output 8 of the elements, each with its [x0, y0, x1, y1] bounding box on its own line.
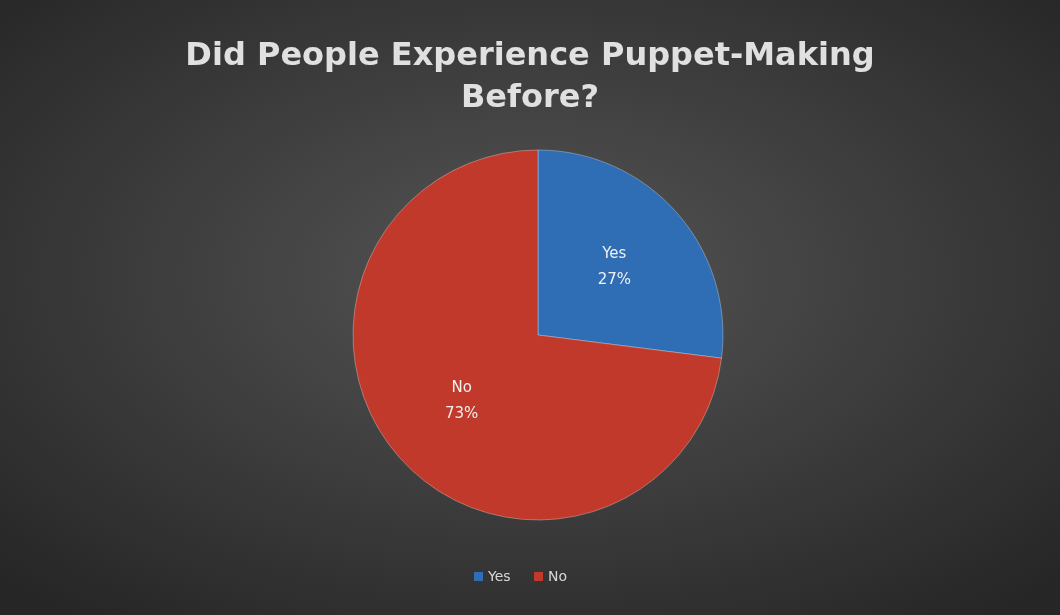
- slice-label: Yes: [601, 243, 627, 262]
- legend-label: Yes: [487, 568, 511, 584]
- data-label: 27%: [597, 269, 631, 288]
- pie-slice: [352, 149, 723, 521]
- slice-label: No: [548, 568, 568, 584]
- chart-title: Did People Experience Puppet-Making Before?: [185, 35, 875, 115]
- data-label: 73%: [445, 404, 479, 423]
- slice-label: No: [451, 378, 472, 397]
